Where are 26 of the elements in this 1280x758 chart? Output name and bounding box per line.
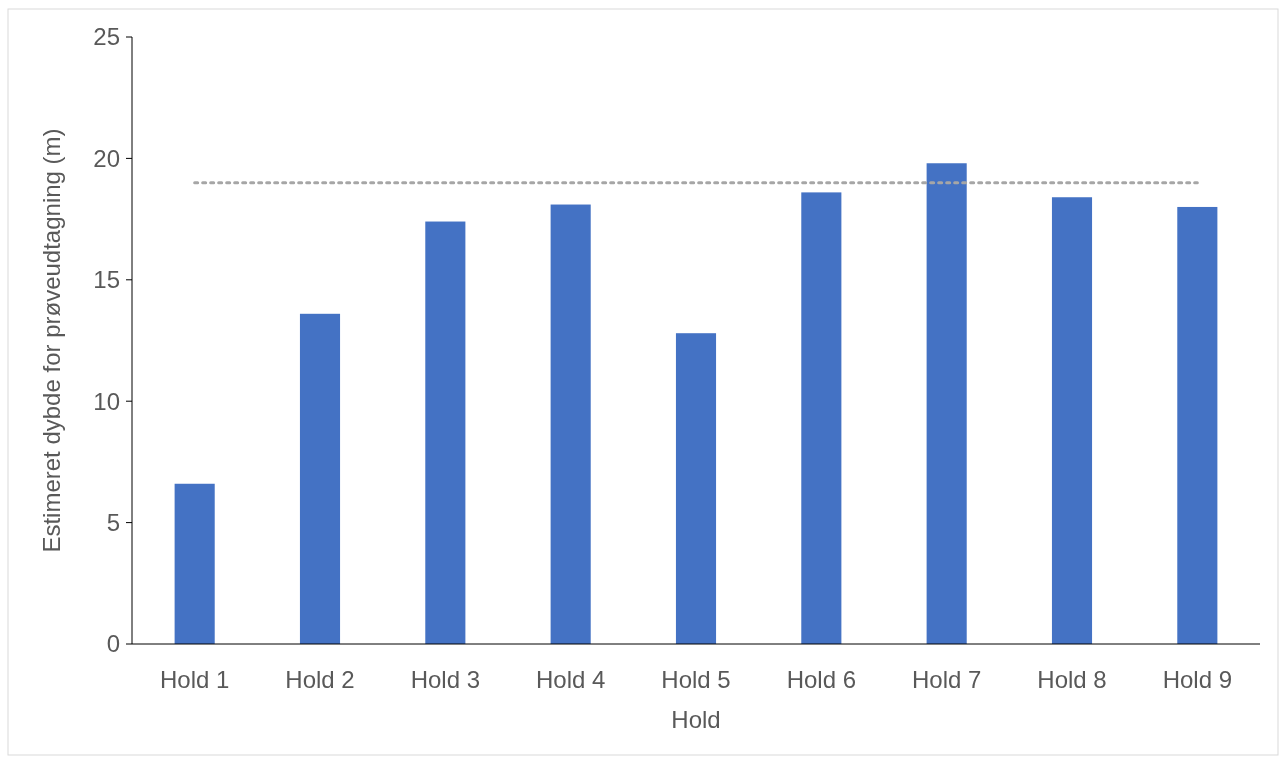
bar: [1051, 197, 1093, 644]
x-tick-label: Hold 4: [535, 666, 606, 693]
x-tick-label: Hold 3: [410, 666, 481, 693]
bar: [299, 313, 341, 644]
y-tick-label: 25: [93, 23, 120, 51]
x-tick-label: Hold 7: [911, 666, 982, 693]
x-tick-label: Hold 1: [159, 666, 230, 693]
y-tick-label: 0: [106, 630, 120, 658]
x-tick-label: Hold 2: [285, 666, 355, 693]
x-tick-label: Hold 5: [661, 666, 731, 693]
bar: [926, 163, 967, 644]
bar: [425, 221, 466, 644]
bar: [1177, 206, 1218, 644]
y-tick-label: 15: [93, 266, 120, 294]
bar: [550, 204, 591, 644]
bar: [675, 333, 717, 644]
x-tick-label: Hold 9: [1162, 666, 1233, 693]
y-tick-label: 20: [93, 144, 120, 172]
x-tick-label: Hold 8: [1037, 666, 1107, 693]
bar: [801, 192, 842, 644]
y-tick-label: 10: [93, 387, 120, 415]
x-axis-title: Hold: [671, 706, 721, 733]
y-axis-title: Estimeret dybde for prøveudtagning (m): [38, 128, 65, 553]
y-tick-label: 5: [106, 509, 120, 536]
bar: [174, 483, 215, 644]
x-tick-label: Hold 6: [786, 666, 857, 693]
